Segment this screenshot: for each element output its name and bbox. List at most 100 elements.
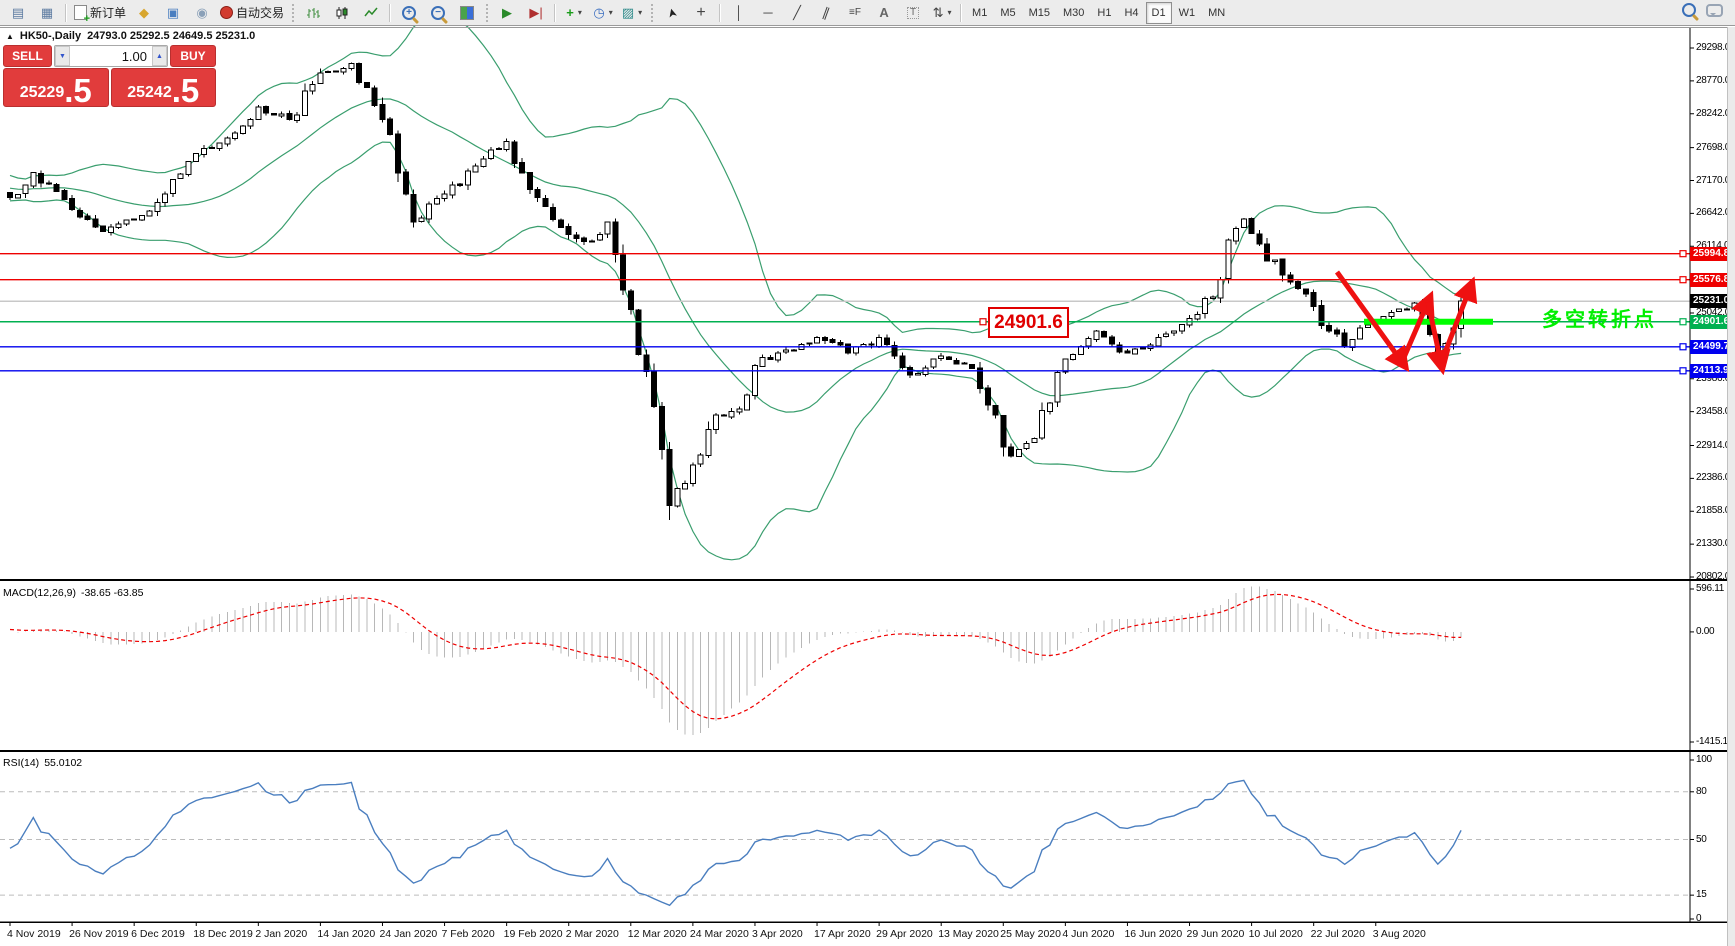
volume-value[interactable]: 1.00 xyxy=(121,49,147,64)
triangle-up-icon: ▲ xyxy=(156,52,163,60)
indicators-button[interactable]: + ▾ xyxy=(560,2,588,24)
timeframe-button-M1[interactable]: M1 xyxy=(972,6,988,19)
templates-button[interactable]: ▨ ▾ xyxy=(618,2,646,24)
zoom-in-button[interactable]: + xyxy=(395,2,423,24)
timeframe-button-H1[interactable]: H1 xyxy=(1097,6,1112,19)
toolbar-right xyxy=(1682,3,1731,22)
autotrading-icon xyxy=(220,6,234,19)
buy-button[interactable]: BUY xyxy=(170,45,216,67)
chevron-down-icon: ▾ xyxy=(577,8,582,17)
separator xyxy=(65,3,67,22)
periods-icon: ◷ xyxy=(593,5,605,20)
periods-button[interactable]: ◷ ▾ xyxy=(589,2,617,24)
bar-chart-button[interactable] xyxy=(299,2,327,24)
buy-price-main: 25242 xyxy=(127,84,172,101)
indicators-icon: + xyxy=(566,5,574,20)
toolbar-grip xyxy=(486,3,489,22)
chevron-down-icon: ▾ xyxy=(608,8,613,17)
templates-icon: ▨ xyxy=(621,5,635,20)
chart-shift-icon: ▶| xyxy=(529,5,543,20)
signals-icon: ◉ xyxy=(196,5,208,20)
text-button[interactable]: A xyxy=(870,2,898,24)
timeframe-button-H4[interactable]: H4 xyxy=(1124,6,1139,19)
new-order-icon xyxy=(74,5,90,25)
horizontal-line-icon: ─ xyxy=(763,5,773,20)
profiles-icon: ▦ xyxy=(40,5,54,20)
search-button[interactable] xyxy=(1682,3,1696,22)
signals-button[interactable]: ◉ xyxy=(188,2,216,24)
line-chart-button[interactable] xyxy=(357,2,385,24)
chevron-down-icon: ▾ xyxy=(638,8,643,17)
vertical-line-button[interactable]: │ xyxy=(725,2,753,24)
terminal-button[interactable]: ▣ xyxy=(159,2,187,24)
chart-shift-button[interactable]: ▶| xyxy=(522,2,550,24)
timeframe-button-M15[interactable]: M15 xyxy=(1028,6,1050,19)
timeframe-button-W1[interactable]: W1 xyxy=(1178,6,1196,19)
sell-price-display[interactable]: 25229.5 xyxy=(3,68,109,107)
search-icon xyxy=(1682,3,1696,17)
separator xyxy=(719,3,722,22)
arrows-button[interactable]: ⇅ ▾ xyxy=(928,2,956,24)
buy-price-pips: .5 xyxy=(171,71,200,109)
toolbar-grip xyxy=(292,3,295,22)
fibonacci-button[interactable]: ≡F xyxy=(841,2,869,24)
buy-price-display[interactable]: 25242.5 xyxy=(110,68,216,109)
terminal-icon: ▣ xyxy=(166,5,180,20)
timeframe-button-M5[interactable]: M5 xyxy=(1000,6,1016,19)
crosshair-icon: + xyxy=(696,3,706,21)
volume-spinner: ▼ 1.00 ▲ xyxy=(54,45,168,67)
candlestick-chart-icon xyxy=(336,6,348,19)
vertical-line-icon: │ xyxy=(734,5,744,20)
chart-list-icon: ▤ xyxy=(11,5,25,20)
separator xyxy=(389,3,392,22)
line-chart-icon xyxy=(364,7,378,16)
trendline-button[interactable]: ╱ xyxy=(783,2,811,24)
new-order-button[interactable]: 新订单 xyxy=(71,2,129,25)
chart-list-button[interactable]: ▤ xyxy=(4,2,32,24)
timeframe-button-MN[interactable]: MN xyxy=(1208,6,1226,19)
triangle-down-icon: ▼ xyxy=(59,52,66,60)
channel-icon: ∥ xyxy=(820,4,832,21)
horizontal-line-button[interactable]: ─ xyxy=(754,2,782,24)
chevron-down-icon: ▾ xyxy=(947,8,952,17)
autotrading-label: 自动交易 xyxy=(236,6,285,20)
arrows-icon: ⇅ xyxy=(932,5,944,20)
separator xyxy=(960,3,963,22)
cursor-icon: ➤ xyxy=(663,5,681,20)
zoom-in-icon: + xyxy=(402,5,417,20)
text-icon: A xyxy=(879,5,889,20)
separator xyxy=(554,3,557,22)
autotrading-button[interactable]: 自动交易 xyxy=(217,2,287,24)
toolbar: ▤ ▦ 新订单 ◆ ▣ ◉ 自动交易 + − ▶ ▶| +▾ ◷▾ ▨▾ ➤ +… xyxy=(0,0,1735,26)
sell-price-pips: .5 xyxy=(64,71,92,109)
new-order-label: 新订单 xyxy=(90,6,127,20)
metaeditor-button[interactable]: ◆ xyxy=(130,2,158,24)
channel-button[interactable]: ∥ xyxy=(812,2,840,24)
tile-windows-button[interactable] xyxy=(453,2,481,24)
timeframe-button-M30[interactable]: M30 xyxy=(1063,6,1085,19)
one-click-trading-panel: SELL ▼ 1.00 ▲ BUY 25229.5 25242.5 xyxy=(3,45,216,107)
chat-button[interactable] xyxy=(1706,3,1723,22)
trendline-icon: ╱ xyxy=(793,5,801,20)
sell-button[interactable]: SELL xyxy=(3,45,52,67)
volume-decrease-button[interactable]: ▼ xyxy=(55,46,70,66)
timeframe-bar: M1 M5 M15 M30 H1 H4 D1 W1 MN xyxy=(966,1,1231,24)
auto-scroll-button[interactable]: ▶ xyxy=(493,2,521,24)
cursor-button[interactable]: ➤ xyxy=(658,2,686,24)
auto-scroll-icon: ▶ xyxy=(502,5,513,20)
tile-windows-icon xyxy=(460,5,475,20)
zoom-out-button[interactable]: − xyxy=(424,2,452,24)
timeframe-button-D1[interactable]: D1 xyxy=(1145,1,1172,24)
text-label-icon: T xyxy=(906,6,920,19)
toolbar-grip xyxy=(651,3,654,22)
zoom-out-icon: − xyxy=(431,5,446,20)
profiles-button[interactable]: ▦ xyxy=(33,2,61,24)
crosshair-button[interactable]: + xyxy=(687,2,715,24)
volume-increase-button[interactable]: ▲ xyxy=(152,46,167,66)
text-label-button[interactable]: T xyxy=(899,2,927,24)
metaeditor-icon: ◆ xyxy=(139,5,150,20)
candlestick-chart-button[interactable] xyxy=(328,2,356,24)
bar-chart-icon xyxy=(307,7,321,18)
